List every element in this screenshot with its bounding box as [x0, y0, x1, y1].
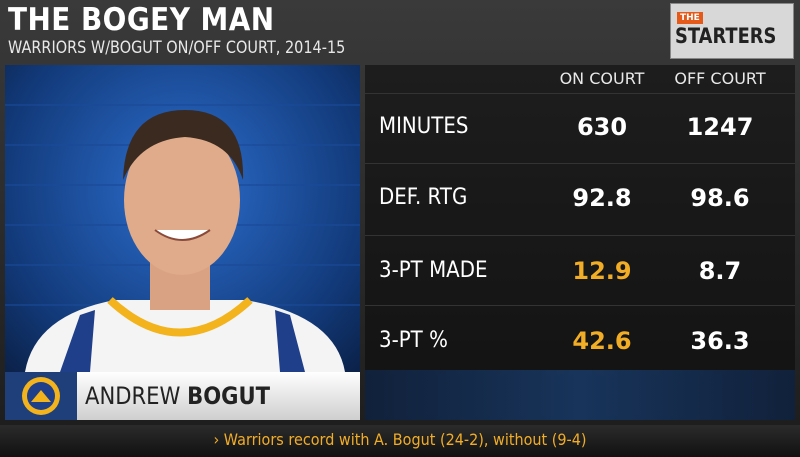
separator	[365, 163, 795, 164]
bottom-strip	[365, 370, 795, 420]
stats-table: ON COURT OFF COURT MINUTES 630 1247 DEF.…	[365, 65, 795, 420]
row-label: MINUTES	[379, 114, 469, 139]
cell: 8.7	[698, 257, 742, 285]
logo-text: STARTERS	[675, 24, 777, 48]
player-illustration	[5, 104, 360, 372]
cell: 630	[576, 113, 628, 141]
cell: 36.3	[690, 327, 750, 355]
cell: 42.6	[572, 327, 632, 355]
cell: 98.6	[690, 184, 750, 212]
row-label: DEF. RTG	[379, 185, 468, 210]
subtitle: WARRIORS W/BOGUT ON/OFF COURT, 2014-15	[8, 38, 346, 58]
separator	[365, 305, 795, 306]
footer-bar: › Warriors record with A. Bogut (24-2), …	[0, 425, 800, 457]
separator	[365, 235, 795, 236]
title: THE BOGEY MAN	[8, 2, 275, 38]
row-label: 3-PT %	[379, 328, 448, 353]
logo-small-text: THE	[677, 12, 703, 24]
first-name: ANDREW	[85, 382, 181, 410]
team-logo	[5, 372, 77, 420]
footer-text: › Warriors record with A. Bogut (24-2), …	[213, 430, 587, 449]
separator	[365, 93, 795, 94]
column-header: ON COURT	[559, 69, 645, 88]
last-name: BOGUT	[187, 382, 271, 410]
player-photo	[5, 65, 360, 372]
column-header: OFF COURT	[674, 69, 766, 88]
name-bar: ANDREW BOGUT	[5, 372, 360, 420]
cell: 12.9	[572, 257, 632, 285]
player-name: ANDREW BOGUT	[85, 382, 270, 410]
cell: 1247	[686, 113, 754, 141]
cell: 92.8	[572, 184, 632, 212]
row-label: 3-PT MADE	[379, 258, 488, 283]
show-logo: THE STARTERS	[670, 3, 794, 59]
